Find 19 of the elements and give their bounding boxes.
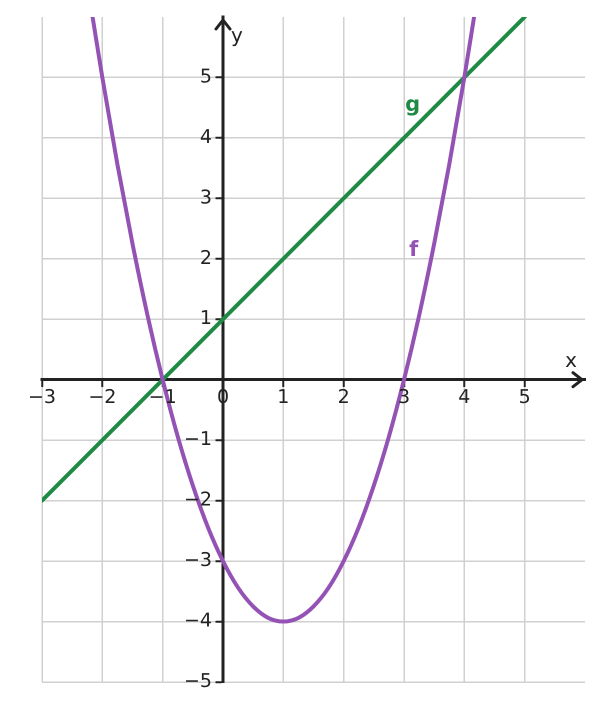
x-tick-label: 1 (277, 386, 290, 408)
series-label: f (409, 237, 420, 262)
y-tick-label: −5 (184, 670, 212, 692)
x-tick-label: 4 (458, 386, 470, 408)
y-tick-label: 2 (200, 246, 212, 269)
x-axis-title: x (565, 348, 578, 372)
y-tick-label: −3 (184, 549, 212, 572)
x-tick-label: −3 (28, 386, 56, 408)
y-tick-label: 3 (200, 186, 212, 208)
y-tick-label: −4 (184, 609, 212, 632)
y-tick-label: −1 (184, 428, 212, 450)
y-tick-label: 4 (200, 126, 212, 148)
series-label: g (405, 92, 420, 116)
x-tick-label: 5 (518, 386, 531, 408)
y-axis-title: y (231, 23, 243, 48)
x-tick-label: −2 (88, 386, 116, 408)
y-tick-label: 1 (200, 307, 212, 330)
y-tick-label: 5 (200, 65, 212, 88)
x-tick-label: 2 (338, 386, 350, 408)
